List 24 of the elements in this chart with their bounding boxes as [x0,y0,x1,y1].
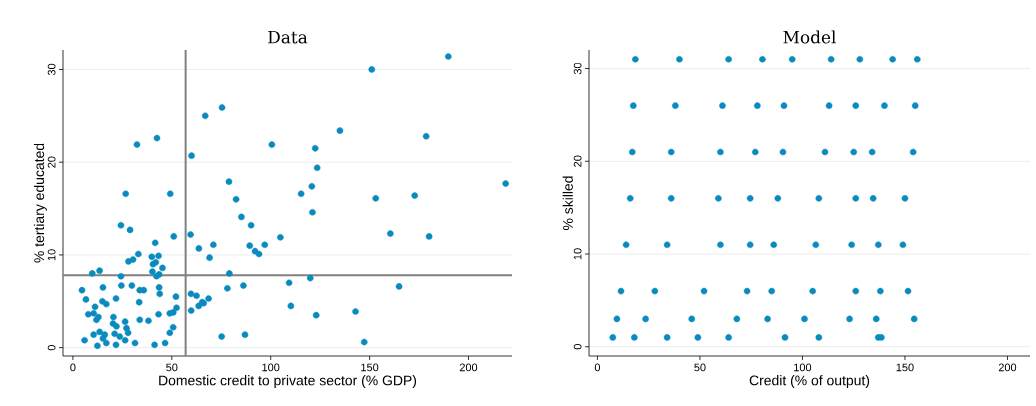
chart-title: Model [783,30,836,44]
y-tick-label: 30 [47,63,56,76]
x-tick-label: 100 [794,363,812,372]
x-tick-label: 200 [998,363,1017,372]
x-axis-title: Domestic credit to private sector (% GDP) [159,375,417,389]
x-tick-label: 200 [459,363,478,372]
x-tick-label: 0 [594,363,601,372]
y-tick-label: 0 [573,344,582,350]
x-tick-label: 150 [361,363,379,372]
x-axis-title: Credit (% of output) [749,375,870,389]
x-tick-label: 50 [694,363,706,372]
y-tick-label: 30 [573,62,582,75]
x-tick-label: 100 [262,363,280,372]
y-axis-title: % tertiary educated [33,143,47,263]
y-tick-label: 20 [573,155,582,167]
x-tick-label: 0 [70,363,76,372]
y-axis-title: % skilled [562,176,573,231]
y-tick-label: 0 [47,345,56,351]
x-tick-label: 150 [896,363,914,372]
chart-title: Data [268,30,308,44]
y-tick-label: 10 [573,248,582,260]
x-tick-label: 50 [166,363,178,372]
y-tick-label: 10 [47,249,56,261]
y-tick-label: 20 [47,156,56,168]
